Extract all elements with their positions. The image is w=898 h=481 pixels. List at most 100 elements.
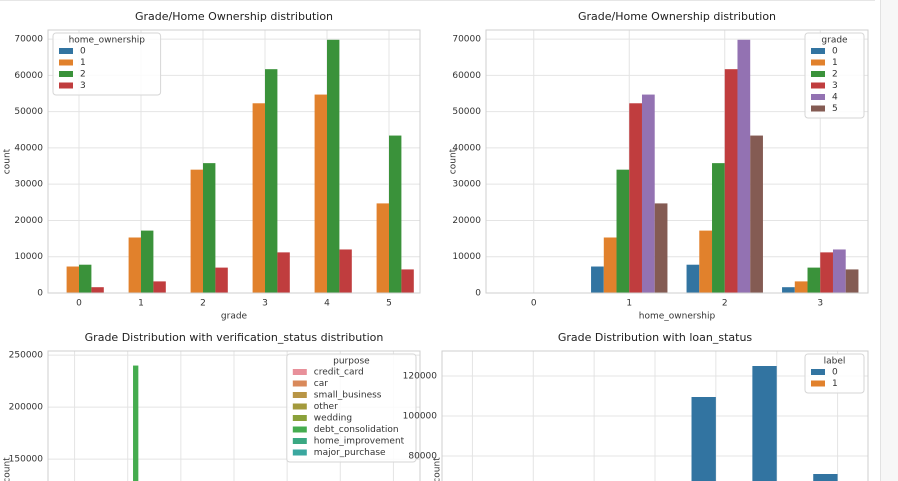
x-tick-label: 0 [531, 299, 537, 309]
chart-title: Grade/Home Ownership distribution [578, 10, 776, 23]
bar [376, 203, 389, 293]
y-tick-label: 100000 [403, 412, 438, 422]
x-axis-label: grade [221, 312, 248, 322]
bar [699, 230, 713, 293]
y-axis-label: count [3, 148, 13, 174]
legend-swatch [811, 48, 825, 54]
bar [750, 135, 763, 293]
y-tick-label: 50000 [14, 107, 43, 117]
bar [91, 287, 104, 293]
bar [79, 264, 92, 293]
bar [203, 163, 216, 293]
x-tick-label: 3 [817, 299, 823, 309]
legend-swatch [811, 105, 825, 112]
y-tick-label: 60000 [452, 71, 481, 81]
y-tick-label: 0 [37, 289, 43, 299]
y-tick-label: 250000 [9, 351, 44, 361]
bar [832, 249, 846, 293]
bar [128, 237, 141, 293]
legend-title: grade [821, 36, 848, 46]
bar [389, 135, 402, 293]
legend-swatch [292, 403, 307, 410]
bar [339, 249, 352, 293]
bar [807, 267, 821, 293]
bar [782, 287, 795, 293]
y-axis-label: count [449, 148, 459, 174]
x-tick-label: 4 [324, 299, 330, 309]
legend-label: 0 [80, 47, 86, 57]
x-tick-label: 2 [200, 299, 206, 309]
legend-swatch [811, 380, 825, 387]
bar [820, 252, 833, 293]
bar [153, 281, 166, 293]
x-tick-label: 3 [262, 299, 268, 309]
legend-label: 2 [80, 70, 86, 80]
chart-panel: Grade/Home Ownership distribution 0 10000 2… [449, 10, 869, 322]
bar [641, 94, 655, 293]
bar [752, 366, 777, 481]
legend-swatch [292, 392, 307, 398]
legend-swatch [292, 438, 307, 444]
legend-title: purpose [333, 357, 370, 367]
legend-label: credit_card [314, 368, 364, 378]
legend-label: 1 [832, 379, 838, 389]
legend-swatch [811, 59, 825, 66]
legend-label: debt_consolidation [314, 425, 399, 435]
bar [133, 365, 139, 481]
legend-label: home_improvement [314, 437, 405, 447]
chart-title: Grade/Home Ownership distribution [135, 10, 333, 23]
legend-swatch [292, 449, 307, 456]
chart-title: Grade Distribution with verification_sta… [85, 331, 384, 344]
plot-frame [485, 29, 869, 294]
legend-label: 2 [832, 70, 838, 80]
legend-label: 3 [80, 81, 86, 91]
legend-swatch [811, 82, 825, 89]
chart-panel: Grade/Home Ownership distribution 0 10000 2… [3, 10, 421, 322]
chart-panel: Grade Distribution with verification_sta… [3, 331, 421, 481]
legend-label: 0 [832, 368, 838, 378]
x-tick-label: 0 [76, 299, 82, 309]
y-tick-label: 70000 [14, 35, 43, 45]
bar [141, 230, 154, 293]
legend-label: 4 [832, 93, 838, 103]
y-tick-label: 40000 [452, 143, 481, 153]
legend-swatch [292, 369, 307, 375]
y-tick-label: 0 [475, 289, 481, 299]
bar [691, 397, 716, 481]
bar [314, 94, 327, 293]
x-tick-label: 2 [722, 299, 728, 309]
y-tick-label: 120000 [403, 372, 438, 382]
legend-swatch [811, 71, 825, 77]
legend-box [52, 32, 162, 96]
y-tick-label: 60000 [14, 71, 43, 81]
bar [712, 163, 725, 293]
x-tick-label: 1 [626, 299, 632, 309]
chart-title: Grade Distribution with loan_status [558, 331, 753, 344]
bar [845, 269, 859, 293]
legend-swatch [811, 369, 825, 375]
legend-swatch [59, 82, 73, 89]
bar [277, 252, 290, 293]
bar [737, 39, 751, 294]
x-tick-label: 1 [138, 299, 144, 309]
bar [190, 169, 203, 293]
y-tick-label: 30000 [452, 180, 481, 190]
legend-swatch [292, 426, 307, 433]
legend-swatch [59, 59, 73, 66]
bar [215, 267, 228, 293]
legend-swatch [292, 380, 307, 387]
scrollbar-track[interactable] [880, 0, 898, 481]
bar [616, 169, 630, 293]
bar [654, 203, 668, 293]
y-axis-label: count [3, 457, 13, 481]
legend-label: 1 [80, 58, 86, 68]
legend-swatch [59, 48, 73, 54]
legend-label: wedding [314, 414, 352, 424]
bar [603, 237, 617, 293]
legend-label: 0 [832, 47, 838, 57]
legend-label: 3 [832, 81, 838, 91]
